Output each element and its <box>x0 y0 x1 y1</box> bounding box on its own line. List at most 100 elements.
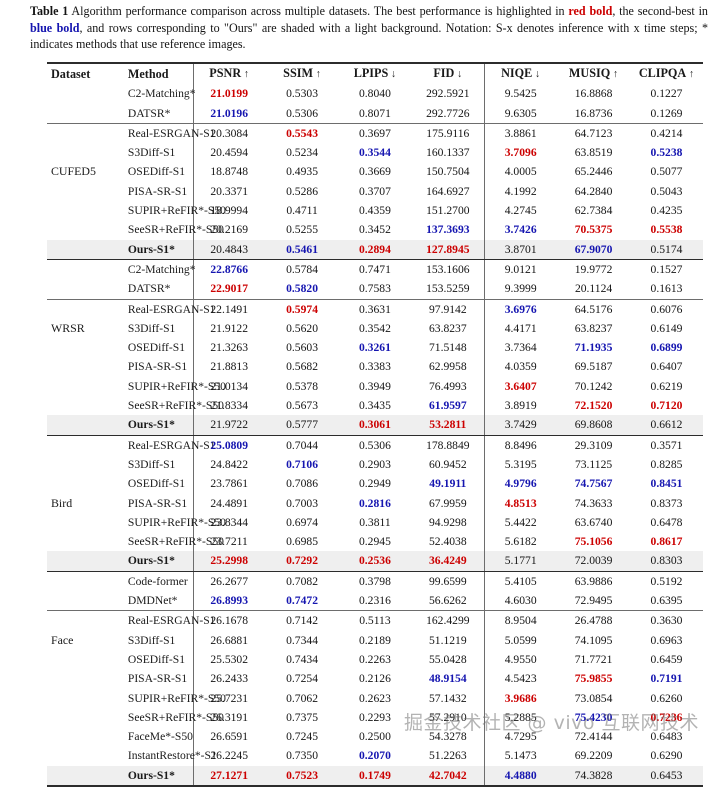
metric-value-clipqa: 0.6483 <box>650 730 683 744</box>
table-caption: Table 1 Algorithm performance comparison… <box>30 3 708 53</box>
metric-value-psnr: 25.5302 <box>193 650 266 669</box>
metric-value-musiq: 75.1056 <box>574 535 613 549</box>
metric-value-psnr: 22.1491 <box>193 300 266 319</box>
metric-value-musiq: 26.4788 <box>574 614 613 628</box>
metric-value-ssim: 0.7344 <box>286 633 318 647</box>
metric-value-clipqa: 0.7120 <box>650 399 683 413</box>
metric-value-clipqa: 0.8303 <box>630 551 703 572</box>
metric-value-psnr: 26.6881 <box>193 631 266 650</box>
method-name: SUPIR+ReFIR*-S50 <box>127 515 226 529</box>
method-name: DMDNet* <box>127 594 178 608</box>
column-header-label: FID <box>433 66 455 80</box>
metric-value-clipqa: 0.6453 <box>630 765 703 786</box>
metric-value-lpips: 0.2293 <box>358 710 391 724</box>
metric-value-niqe: 4.6030 <box>484 591 557 611</box>
metric-value-clipqa: 0.5077 <box>650 165 683 179</box>
metric-value-musiq: 72.9495 <box>574 594 613 608</box>
method-name: S3Diff-S1 <box>127 457 176 471</box>
method-name: Code-former <box>127 574 188 588</box>
metric-value-clipqa: 0.8451 <box>650 477 683 491</box>
dataset-label-empty <box>47 708 120 727</box>
metric-value-musiq: 75.4230 <box>574 710 613 724</box>
dataset-label-empty <box>47 201 120 220</box>
metric-value-niqe: 4.0359 <box>484 357 557 376</box>
caption-text-part3: , and rows corresponding to "Ours" are s… <box>30 20 709 52</box>
metric-value-musiq: 63.6740 <box>574 515 613 529</box>
metric-value-ssim: 0.5777 <box>265 415 339 436</box>
method-name: Real-ESRGAN-S1 <box>127 126 216 140</box>
metric-value-lpips: 0.2945 <box>358 535 391 549</box>
dataset-label-empty <box>47 746 120 765</box>
metric-value-ssim: 0.7082 <box>286 574 318 588</box>
metric-value-musiq: 16.8736 <box>574 106 613 120</box>
metric-value-lpips: 0.2070 <box>358 749 391 763</box>
dataset-label-empty <box>47 551 120 572</box>
dataset-label-empty <box>47 436 120 455</box>
metric-value-lpips: 0.2816 <box>358 496 391 510</box>
dataset-label-empty <box>47 260 120 279</box>
table-label: Table 1 <box>30 4 69 18</box>
metric-value-psnr: 21.0196 <box>193 104 266 124</box>
metric-value-ssim: 0.5286 <box>286 184 318 198</box>
metric-value-fid: 67.9959 <box>428 496 467 510</box>
metric-value-fid: 61.9597 <box>428 399 467 413</box>
metric-value-ssim: 0.5620 <box>286 321 318 335</box>
dataset-label-empty <box>47 124 120 143</box>
dataset-label-empty <box>47 143 120 162</box>
metric-value-fid: 42.7042 <box>411 765 485 786</box>
method-name: SeeSR+ReFIR*-S50 <box>127 535 224 549</box>
metric-value-ssim: 0.5543 <box>286 126 318 140</box>
caption-text-part1: Algorithm performance comparison across … <box>71 4 569 18</box>
metric-value-fid: 175.9116 <box>426 126 470 140</box>
metric-value-ssim: 0.7245 <box>286 730 318 744</box>
metric-value-psnr: 23.7861 <box>193 474 266 493</box>
metric-value-niqe: 3.9686 <box>484 689 557 708</box>
metric-value-niqe: 3.6976 <box>484 300 557 319</box>
metric-value-fid: 52.4038 <box>428 535 467 549</box>
metric-value-fid: 53.2811 <box>411 415 485 436</box>
column-header-label: MUSIQ <box>568 66 611 80</box>
metric-value-lpips: 0.2623 <box>358 691 391 705</box>
metric-value-psnr: 26.3191 <box>193 708 266 727</box>
metric-value-niqe: 5.2885 <box>484 708 557 727</box>
metric-value-lpips: 0.5113 <box>359 614 391 628</box>
metric-value-psnr: 18.8748 <box>193 162 266 181</box>
column-header-lpips: LPIPS ↓ <box>339 64 412 84</box>
metric-value-niqe: 4.0005 <box>484 162 557 181</box>
table-row: WRSR S3Diff-S1 21.9122 0.5620 0.3542 63.8237 4… <box>47 319 703 338</box>
method-name: SeeSR+ReFIR*-S50 <box>127 399 224 413</box>
column-header-label: LPIPS <box>353 66 389 80</box>
metric-value-lpips: 0.1749 <box>338 765 412 786</box>
column-header-fid: FID ↓ <box>411 64 484 84</box>
method-name: Ours-S1* <box>119 239 193 260</box>
metric-value-ssim: 0.5673 <box>286 399 318 413</box>
dataset-label-empty <box>47 84 120 103</box>
metric-value-niqe: 4.5423 <box>484 669 557 688</box>
metric-value-ssim: 0.5682 <box>286 360 318 374</box>
metric-value-musiq: 75.9855 <box>574 672 613 686</box>
column-header-label: NIQE <box>501 66 533 80</box>
metric-value-musiq: 64.2840 <box>574 184 613 198</box>
metric-value-clipqa: 0.5043 <box>650 184 683 198</box>
metric-value-niqe: 5.6182 <box>484 532 557 551</box>
arrow-up-icon: ↑ <box>241 69 250 80</box>
table-row: Real-ESRGAN-S1 22.1491 0.5974 0.3631 97.9142… <box>47 300 703 319</box>
metric-value-musiq: 69.5187 <box>574 360 613 374</box>
dataset-label: CUFED5 <box>51 164 96 179</box>
performance-table: Dataset Method PSNR ↑ SSIM ↑ LPIPS ↓ FID ↓ NIQ… <box>47 62 703 789</box>
table-row: Face S3Diff-S1 26.6881 0.7344 0.2189 51.1219 5… <box>47 631 703 650</box>
metric-value-musiq: 74.3828 <box>557 765 630 786</box>
metric-value-psnr: 20.4594 <box>193 143 266 162</box>
dataset-label-empty <box>47 513 120 532</box>
metric-value-ssim: 0.5303 <box>286 87 318 101</box>
table-row: SeeSR+ReFIR*-S50 21.8334 0.5673 0.3435 61.95… <box>47 396 703 415</box>
metric-value-niqe: 3.7429 <box>484 415 558 436</box>
table-row: Ours-S1* 25.2998 0.7292 0.2536 36.4249 5.1771… <box>47 551 703 572</box>
method-name: Ours-S1* <box>119 551 193 572</box>
table-row: OSEDiff-S1 21.3263 0.5603 0.3261 71.5148 3.73… <box>47 338 703 357</box>
metric-value-fid: 62.9958 <box>428 360 467 374</box>
metric-value-musiq: 71.7721 <box>574 652 613 666</box>
method-name: Real-ESRGAN-S1 <box>127 302 216 316</box>
metric-value-psnr: 27.1271 <box>192 765 266 786</box>
metric-value-fid: 292.7726 <box>426 106 470 120</box>
